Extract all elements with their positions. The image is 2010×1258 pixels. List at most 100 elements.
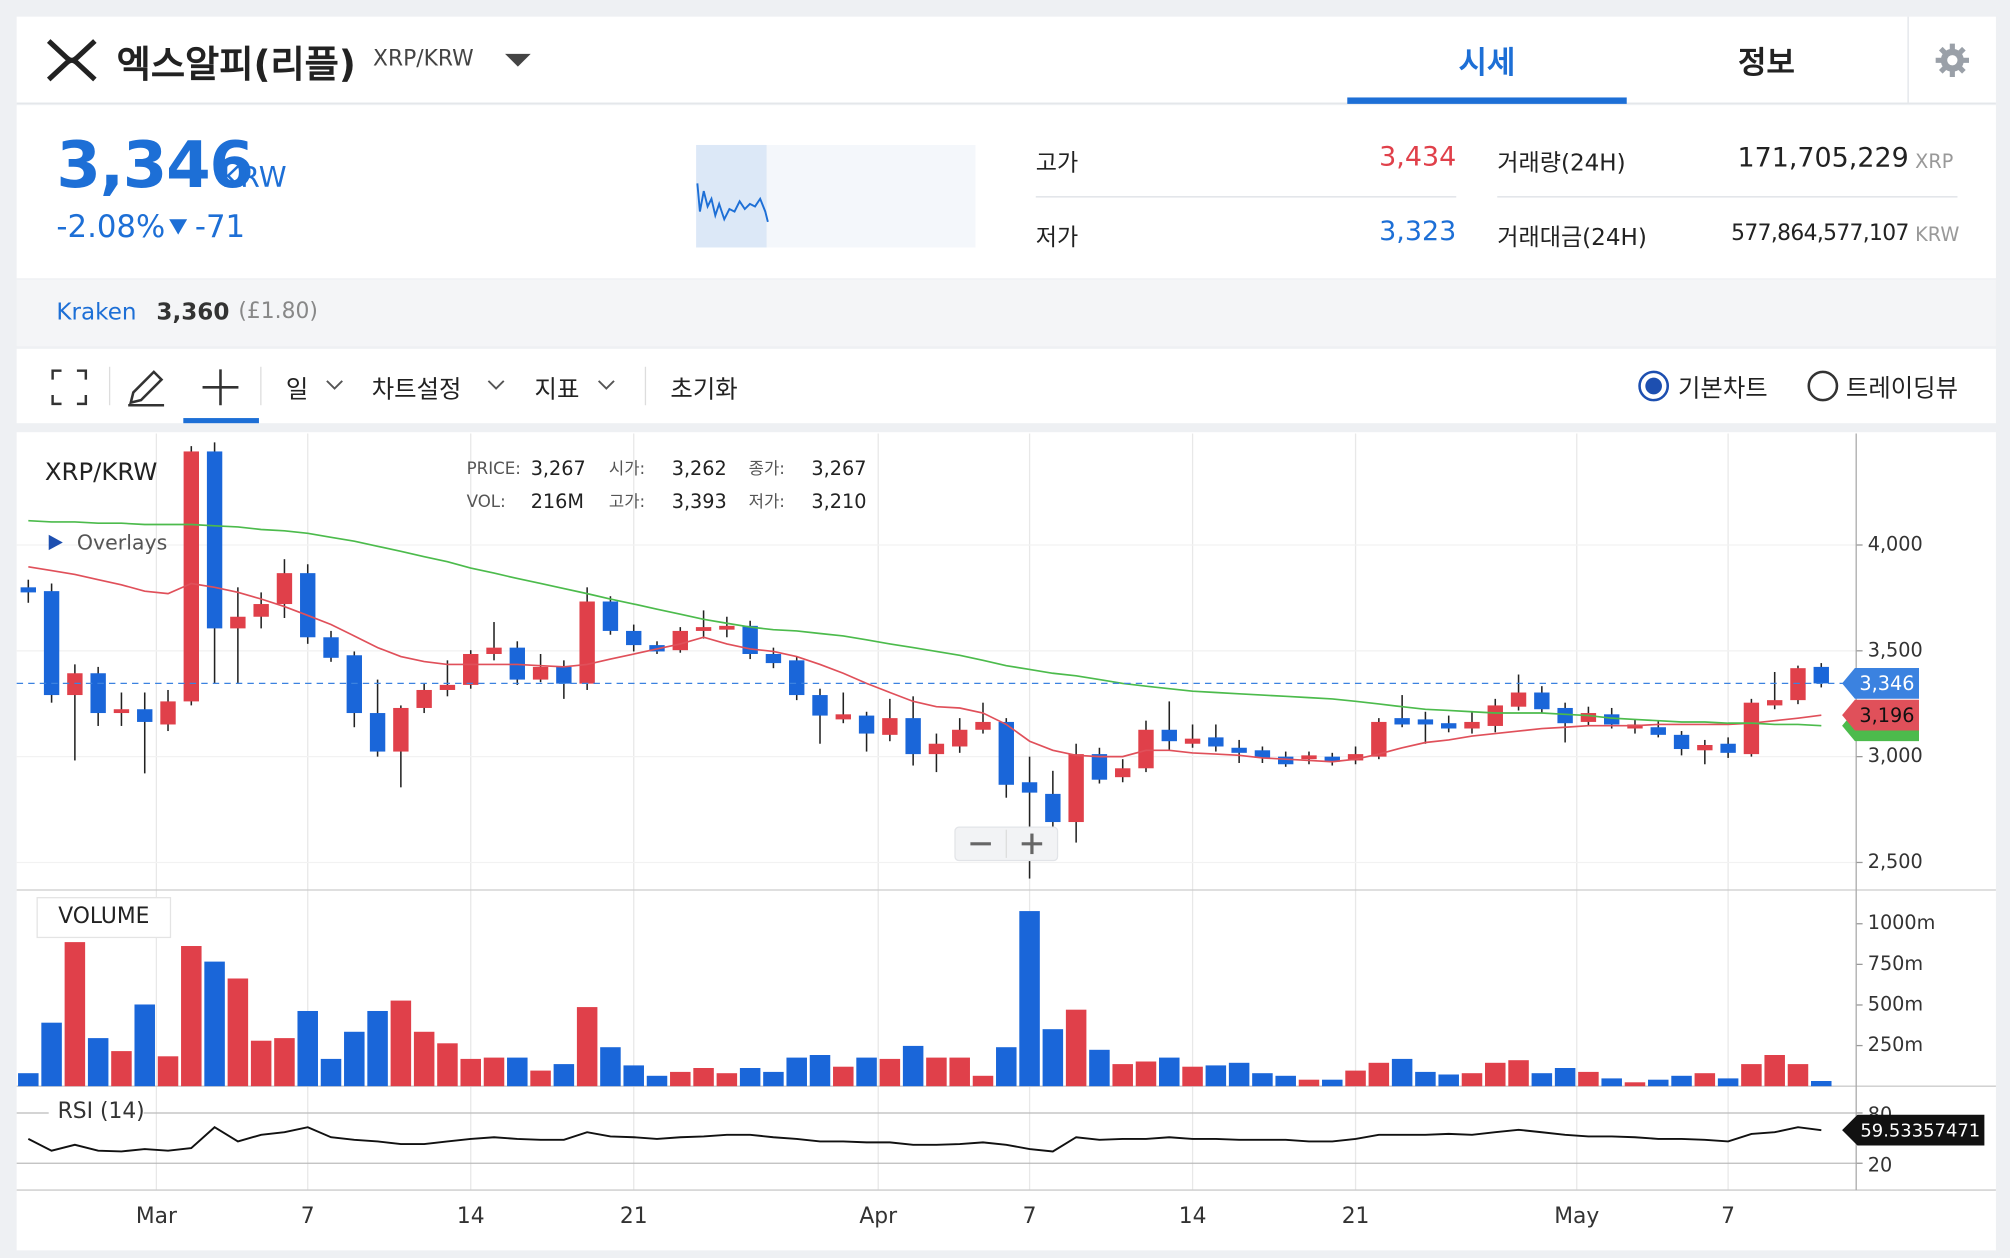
menu[interactable]: 일 bbox=[285, 375, 309, 404]
volume-bar bbox=[833, 1066, 854, 1087]
candle-body bbox=[43, 591, 60, 696]
volume-bar bbox=[809, 1055, 831, 1087]
divider bbox=[1907, 16, 1909, 103]
price-tag bbox=[1842, 668, 1920, 699]
volume-bar bbox=[367, 1010, 388, 1087]
volume-bar bbox=[507, 1057, 528, 1087]
tab-underline bbox=[1347, 97, 1627, 104]
candle-body bbox=[1278, 756, 1294, 765]
volume-bar bbox=[879, 1058, 901, 1087]
volume-bar bbox=[530, 1070, 551, 1087]
exchange-fx: (£1.80) bbox=[238, 298, 318, 325]
rsi-tag-label: 59.53357471 bbox=[1860, 1120, 1980, 1141]
candle-body bbox=[1394, 718, 1410, 725]
draw-icon[interactable] bbox=[126, 367, 167, 408]
volume-bar bbox=[204, 961, 225, 1087]
volume-bar bbox=[972, 1075, 994, 1087]
volume-bar bbox=[1089, 1049, 1110, 1087]
chart-mode[interactable]: 기본차트 bbox=[1678, 374, 1768, 403]
candle-body bbox=[439, 684, 456, 690]
tab[interactable]: 정보 bbox=[1738, 44, 1795, 81]
volume-bar bbox=[250, 1040, 272, 1087]
zoom-control[interactable] bbox=[954, 826, 1059, 862]
volume-bar bbox=[1205, 1065, 1227, 1087]
candle-body bbox=[952, 729, 968, 747]
chevron bbox=[487, 380, 505, 390]
down-arrow bbox=[169, 219, 188, 235]
volume-bar bbox=[1135, 1061, 1157, 1087]
rsi-title: RSI (14) bbox=[58, 1099, 145, 1124]
crosshair-icon[interactable] bbox=[201, 368, 239, 406]
exchange-row: Kraken 3,360 (£1.80) bbox=[16, 279, 1996, 347]
menu[interactable]: 지표 bbox=[534, 375, 580, 404]
candle-body bbox=[1115, 768, 1131, 778]
candle-body bbox=[1091, 754, 1108, 780]
change: -71 bbox=[194, 209, 246, 245]
candle-body bbox=[1743, 702, 1760, 755]
candle-body bbox=[835, 714, 851, 720]
stat-label: 저가 bbox=[1035, 224, 1079, 252]
volume-bar bbox=[693, 1067, 714, 1087]
volume-bar bbox=[64, 942, 86, 1087]
stat-unit: XRP bbox=[1915, 150, 1954, 174]
candle-body bbox=[1068, 754, 1084, 823]
candle-body bbox=[323, 637, 339, 658]
menu[interactable]: 차트설정 bbox=[371, 375, 462, 404]
volume-bar bbox=[1508, 1060, 1529, 1087]
candle-body bbox=[1790, 668, 1806, 701]
info-label: PRICE: bbox=[467, 459, 521, 478]
volume-bar bbox=[1322, 1079, 1343, 1087]
divider bbox=[108, 366, 111, 406]
candle-body bbox=[742, 625, 758, 654]
info-label: VOL: bbox=[467, 492, 506, 511]
info-value: 3,262 bbox=[672, 457, 727, 480]
volume-bar bbox=[1787, 1064, 1809, 1087]
stat-unit: KRW bbox=[1915, 223, 1960, 247]
volume-bar bbox=[1275, 1075, 1296, 1087]
volume-bar bbox=[320, 1058, 342, 1087]
header: 엑스알피(리플) XRP/KRW 시세 정보 bbox=[16, 16, 1996, 104]
radio-checked[interactable] bbox=[1637, 369, 1670, 402]
candle-body bbox=[1301, 755, 1317, 760]
volume-bar bbox=[553, 1064, 575, 1087]
volume-bar bbox=[87, 1038, 109, 1087]
volume-bar bbox=[716, 1073, 738, 1087]
volume-bar bbox=[1531, 1073, 1553, 1087]
ma-tag-label: 3,196 bbox=[1859, 704, 1914, 727]
x-tick-label: 14 bbox=[457, 1204, 485, 1229]
volume-bar bbox=[460, 1058, 481, 1087]
volume-bar bbox=[1717, 1078, 1739, 1087]
candle-body bbox=[579, 601, 595, 684]
chart-mode[interactable]: 트레이딩뷰 bbox=[1845, 374, 1958, 403]
tab-active[interactable]: 시세 bbox=[1458, 44, 1516, 81]
candle-body bbox=[230, 616, 246, 629]
candle-body bbox=[1813, 666, 1829, 684]
dropdown-icon[interactable] bbox=[504, 51, 532, 69]
y-tick-label: 500m bbox=[1868, 992, 1923, 1015]
fullscreen-icon[interactable] bbox=[51, 369, 88, 406]
exchange-name[interactable]: Kraken bbox=[56, 298, 137, 326]
volume-bar bbox=[41, 1022, 62, 1087]
settings-icon[interactable] bbox=[1934, 42, 1970, 78]
tool-underline bbox=[183, 418, 259, 424]
candle-body bbox=[67, 673, 83, 696]
x-tick-label: Apr bbox=[859, 1204, 897, 1229]
divider bbox=[260, 366, 262, 406]
volume-bar bbox=[437, 1043, 458, 1087]
candle-body bbox=[346, 655, 362, 714]
candle-body bbox=[1371, 721, 1387, 757]
volume-bar bbox=[1554, 1067, 1576, 1087]
stat-value: 171,705,229 bbox=[1737, 142, 1909, 174]
candle-body bbox=[1231, 747, 1247, 753]
radio[interactable] bbox=[1806, 369, 1839, 402]
candle-body bbox=[463, 653, 479, 685]
moving-average bbox=[28, 519, 1822, 727]
logo bbox=[46, 39, 97, 82]
candle-body bbox=[1697, 745, 1713, 751]
candle-body bbox=[300, 573, 316, 638]
y-tick-label: 4,000 bbox=[1868, 532, 1923, 555]
candle-body bbox=[486, 647, 502, 654]
chart-title: XRP/KRW bbox=[45, 457, 157, 486]
reset[interactable]: 초기화 bbox=[670, 375, 738, 404]
volume-bar bbox=[646, 1075, 668, 1087]
